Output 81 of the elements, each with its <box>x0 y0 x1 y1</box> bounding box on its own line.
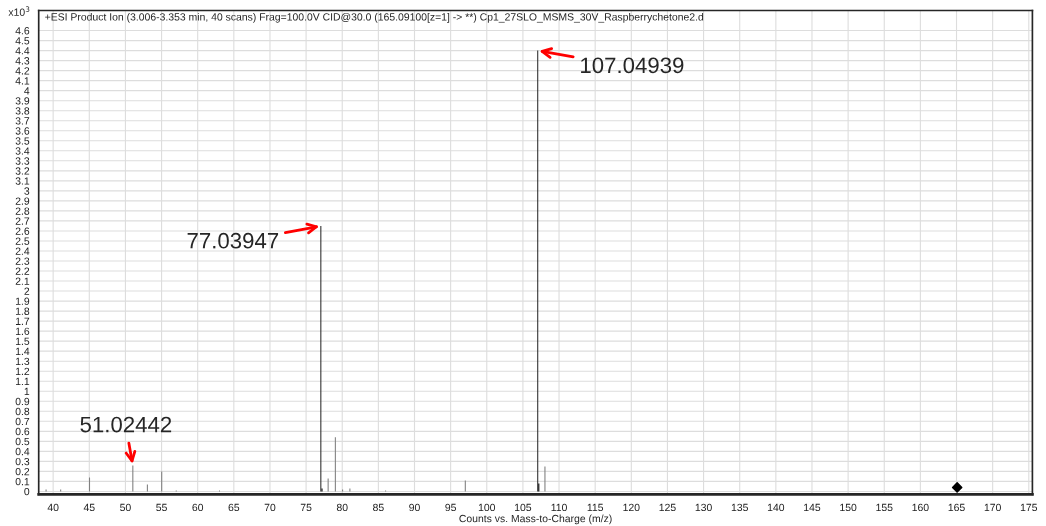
x-tick-label: 125 <box>659 503 676 512</box>
y-tick-label: 1.7 <box>15 317 30 325</box>
y-tick-label: 4.5 <box>15 37 30 45</box>
y-axis-title: x10$^{3}$ <box>8 6 30 16</box>
x-tick-label: 65 <box>228 503 240 512</box>
x-tick-label: 55 <box>156 503 167 512</box>
y-tick-label: 0 <box>24 487 30 496</box>
y-tick-label: 2.4 <box>15 247 30 255</box>
y-tick-label: 2.2 <box>15 267 30 275</box>
x-tick-label: 155 <box>876 503 893 512</box>
x-tick-label: 150 <box>840 503 857 512</box>
y-tick-label: 4.4 <box>15 47 30 55</box>
x-tick-label: 105 <box>515 503 532 512</box>
x-tick-label: 100 <box>478 503 496 512</box>
y-tick-label: 1.8 <box>15 307 30 315</box>
y-tick-label: 2 <box>24 287 30 295</box>
x-tick-label: 85 <box>373 503 384 512</box>
x-tick-label: 115 <box>587 503 604 512</box>
y-tick-label: 0.7 <box>15 417 30 426</box>
x-tick-label: 170 <box>984 503 1001 512</box>
y-tick-label: 0.5 <box>15 437 30 446</box>
x-tick-label: 140 <box>767 503 785 512</box>
y-tick-label: 3.5 <box>15 137 30 145</box>
y-tick-label: 0.2 <box>15 467 30 476</box>
x-tick-label: 120 <box>623 503 640 512</box>
x-tick-label: 60 <box>192 503 204 512</box>
x-tick-label: 95 <box>445 503 456 512</box>
x-tick-label: 90 <box>409 503 420 512</box>
y-tick-label: 3 <box>24 187 30 195</box>
y-tick-label: 1.5 <box>15 337 30 346</box>
y-tick-label: 0.3 <box>15 457 30 466</box>
y-tick-label: 4.6 <box>15 27 30 35</box>
y-tick-label: 3.9 <box>15 97 30 105</box>
y-tick-label: 1.2 <box>15 367 30 375</box>
y-tick-label: 0.1 <box>15 477 30 486</box>
annotation: 51.02442 <box>80 416 172 433</box>
y-tick-label: 4.1 <box>15 77 30 85</box>
x-tick-label: 50 <box>120 503 131 512</box>
y-tick-label: 3.3 <box>15 157 30 165</box>
x-tick-label: 75 <box>300 503 312 512</box>
y-tick-label: 3.8 <box>15 107 30 115</box>
y-tick-label: 3.7 <box>15 117 30 125</box>
y-tick-label: 3.2 <box>15 167 30 175</box>
x-tick-label: 145 <box>804 503 821 512</box>
x-tick-label: 130 <box>695 503 712 512</box>
y-tick-label: 1.9 <box>15 297 30 305</box>
x-axis-title: Counts vs. Mass-to-Charge (m/z) <box>459 514 612 525</box>
annotation: 107.04939 <box>581 57 684 74</box>
y-tick-label: 0.8 <box>15 407 30 416</box>
y-tick-label: 2.7 <box>15 217 30 225</box>
y-tick-label: 4.2 <box>15 67 30 75</box>
y-tick-label: 1.3 <box>15 357 30 366</box>
x-tick-label: 160 <box>912 503 929 512</box>
x-tick-label: 80 <box>336 503 348 512</box>
y-tick-label: 2.1 <box>15 277 30 285</box>
y-tick-label: 1.1 <box>15 377 30 385</box>
x-tick-label: 165 <box>948 503 965 512</box>
y-tick-label: 0.6 <box>15 427 30 436</box>
y-tick-label: 2.6 <box>15 227 30 235</box>
x-tick-label: 40 <box>47 503 59 512</box>
y-tick-label: 0.4 <box>15 447 30 456</box>
y-tick-label: 3.1 <box>15 177 30 185</box>
y-tick-label: 2.3 <box>15 257 30 265</box>
y-tick-label: 3.4 <box>15 147 30 155</box>
y-tick-label: 1.4 <box>15 347 30 355</box>
y-tick-label: 4.3 <box>15 57 30 65</box>
x-tick-label: 45 <box>83 503 95 512</box>
x-tick-label: 110 <box>551 503 567 512</box>
chart-title: +ESI Product Ion (3.006-3.353 min, 40 scans) Frag=100.0V CID@30.0 (165.09100[z=1] -> **) Cp1_27SLO_MSMS_30V_Raspberrychetone2.d <box>45 12 704 23</box>
annotation: 77.03947 <box>187 232 279 249</box>
y-tick-label: 1.6 <box>15 327 30 336</box>
x-tick-label: 135 <box>731 503 748 512</box>
y-tick-label: 2.9 <box>15 197 30 205</box>
y-tick-label: 4 <box>24 87 30 95</box>
x-tick-label: 70 <box>264 503 276 512</box>
y-tick-label: 3.6 <box>15 127 30 135</box>
y-tick-label: 2.8 <box>15 207 30 215</box>
y-tick-label: 1 <box>24 387 30 396</box>
y-tick-label: 2.5 <box>15 237 30 245</box>
y-tick-label: 0.9 <box>15 397 30 406</box>
x-tick-label: 175 <box>1020 503 1038 512</box>
